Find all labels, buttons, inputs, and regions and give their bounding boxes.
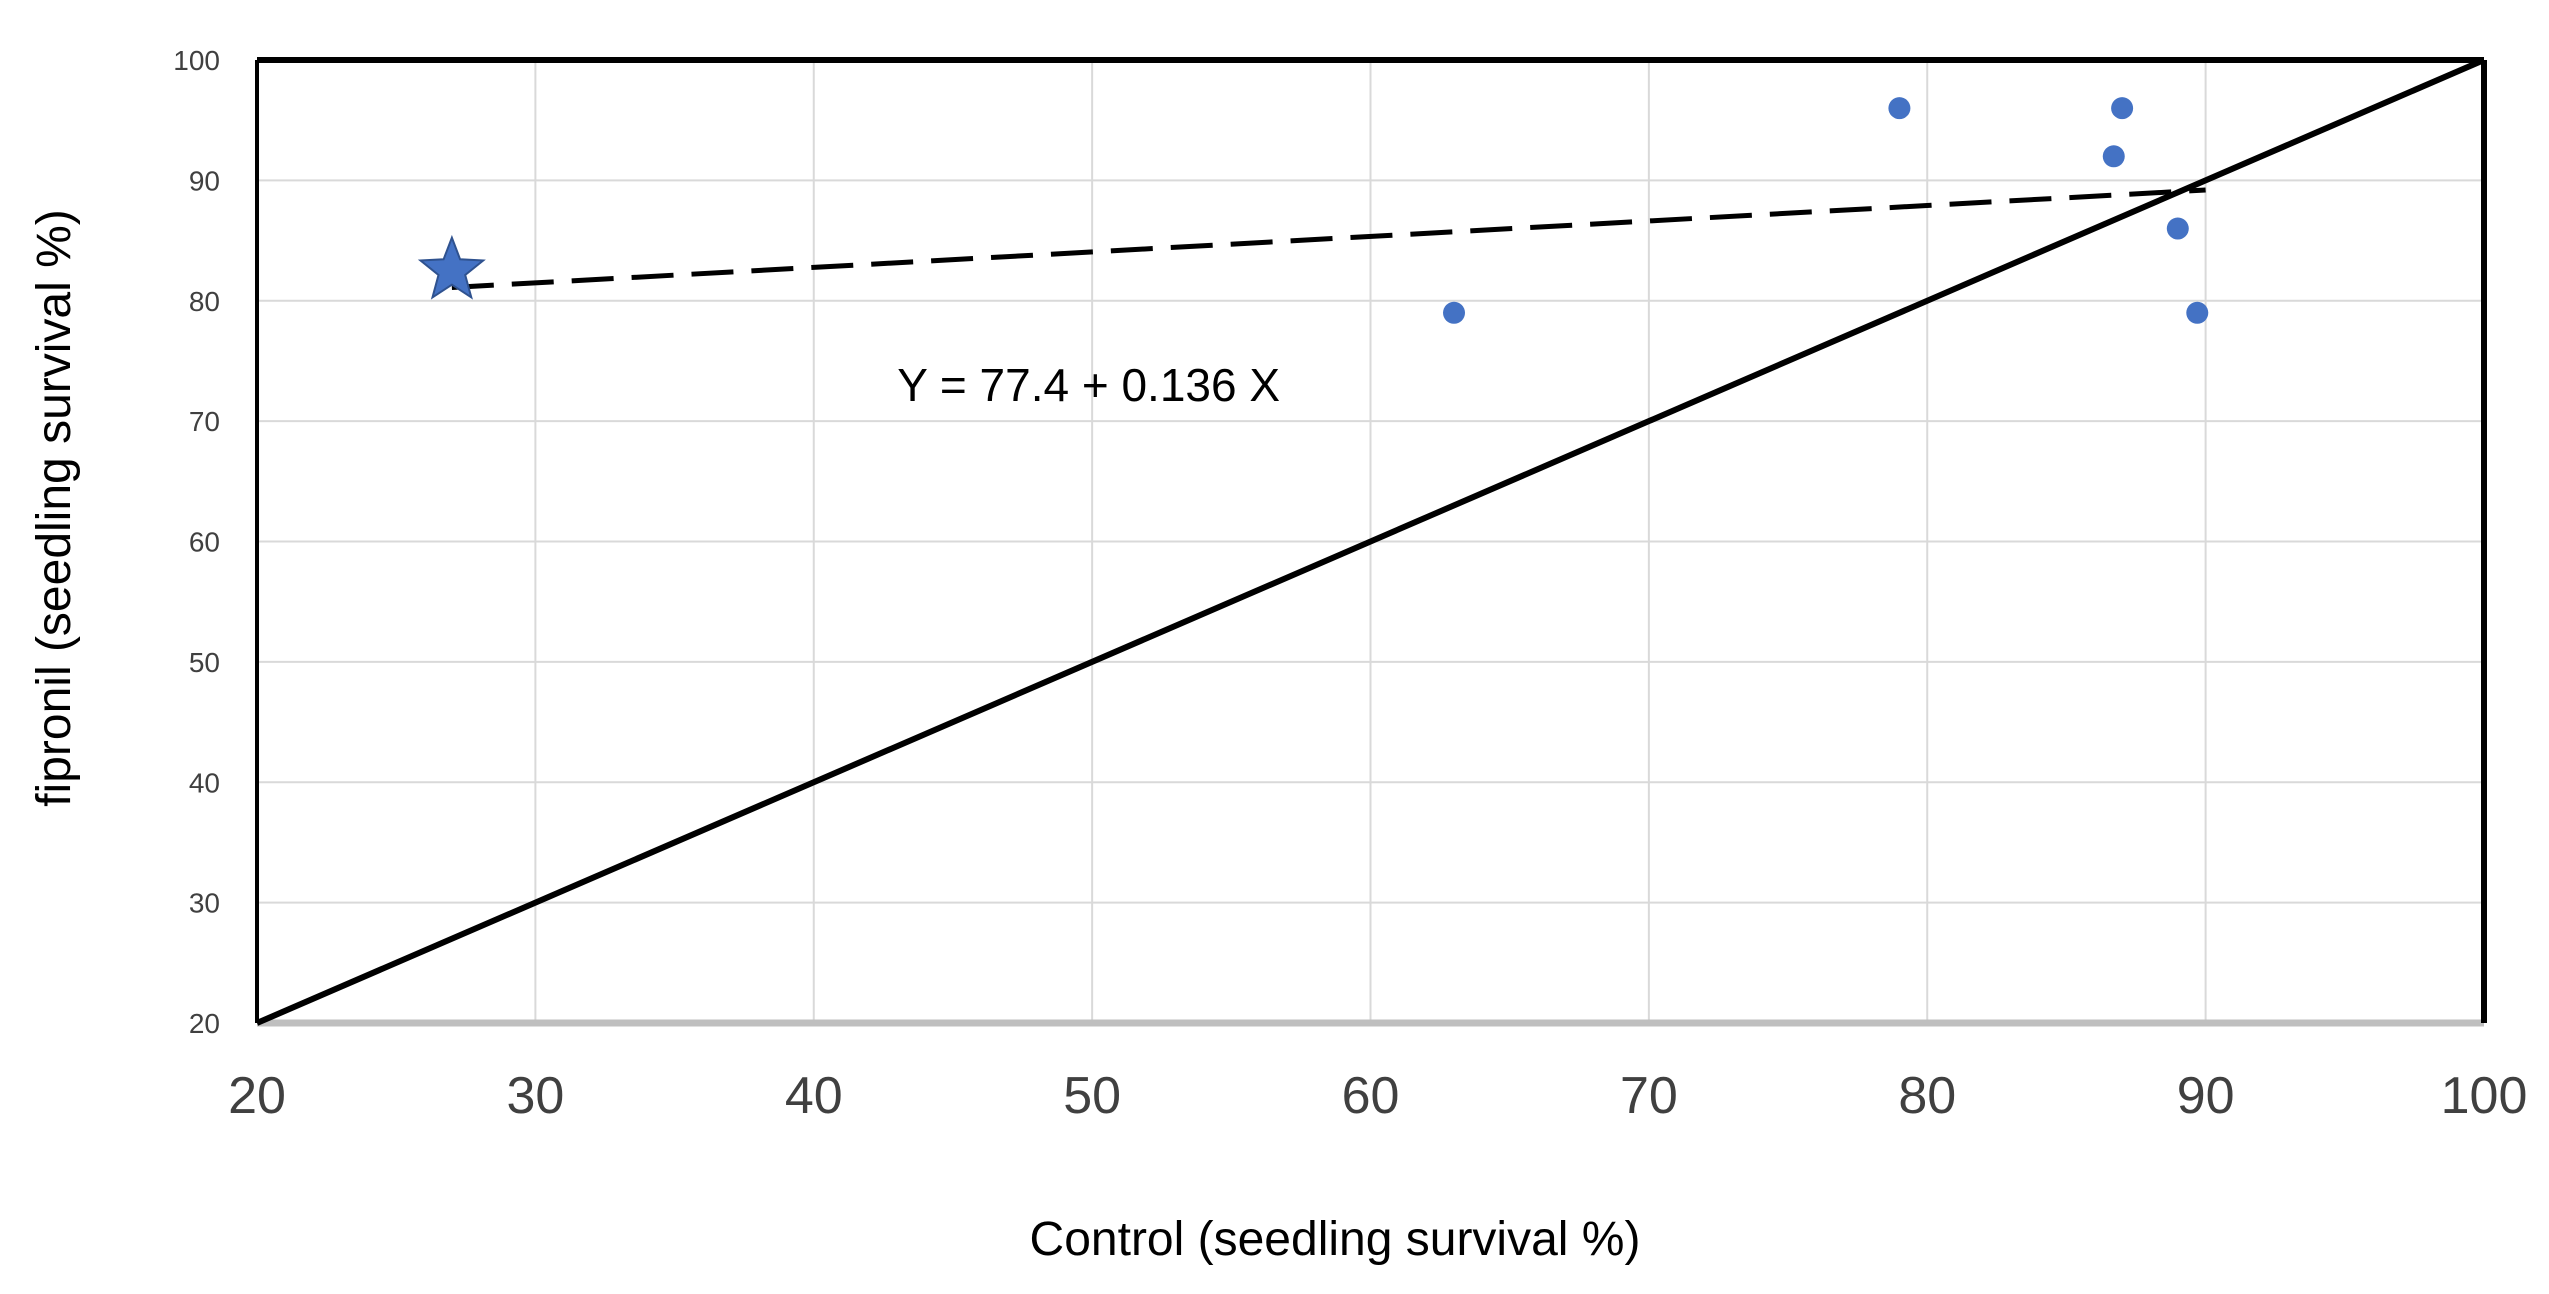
star-marker xyxy=(417,234,486,300)
y-tick-labels: 20 30 40 50 60 70 80 90 100 xyxy=(173,45,220,1039)
axes xyxy=(255,57,2487,1027)
x-tick-label: 80 xyxy=(1898,1067,1956,1125)
x-tick-label: 40 xyxy=(785,1067,843,1125)
data-points xyxy=(417,97,2209,324)
data-point xyxy=(2102,145,2125,168)
x-tick-label: 70 xyxy=(1620,1067,1678,1125)
data-point xyxy=(2186,301,2209,324)
x-tick-label: 100 xyxy=(2441,1067,2528,1125)
y-tick-label: 60 xyxy=(189,527,220,558)
data-point xyxy=(2111,97,2134,120)
y-tick-label: 30 xyxy=(189,888,220,919)
x-axis-title: Control (seedling survival %) xyxy=(1030,1213,1641,1266)
x-tick-label: 20 xyxy=(228,1067,286,1125)
chart-lines xyxy=(255,57,2486,1026)
x-tick-label: 30 xyxy=(506,1067,564,1125)
y-tick-label: 50 xyxy=(189,647,220,678)
regression-equation-label: Y = 77.4 + 0.136 X xyxy=(897,359,1280,411)
y-tick-label: 40 xyxy=(189,767,220,798)
y-tick-label: 20 xyxy=(189,1008,220,1039)
y-tick-label: 90 xyxy=(189,165,220,196)
x-tick-label: 50 xyxy=(1063,1067,1121,1125)
one-to-one-line xyxy=(255,57,2486,1026)
regression-line xyxy=(451,187,2206,291)
data-point xyxy=(2166,217,2189,240)
y-tick-label: 80 xyxy=(189,286,220,317)
y-tick-label: 70 xyxy=(189,406,220,437)
y-axis-title: fipronil (seedling survival %) xyxy=(28,209,81,807)
data-point xyxy=(1888,97,1911,120)
x-tick-label: 90 xyxy=(2177,1067,2235,1125)
data-point xyxy=(1443,301,1466,324)
x-tick-labels: 20 30 40 50 60 70 80 90 100 xyxy=(228,1067,2527,1125)
y-tick-label: 100 xyxy=(173,45,220,76)
x-tick-label: 60 xyxy=(1342,1067,1400,1125)
